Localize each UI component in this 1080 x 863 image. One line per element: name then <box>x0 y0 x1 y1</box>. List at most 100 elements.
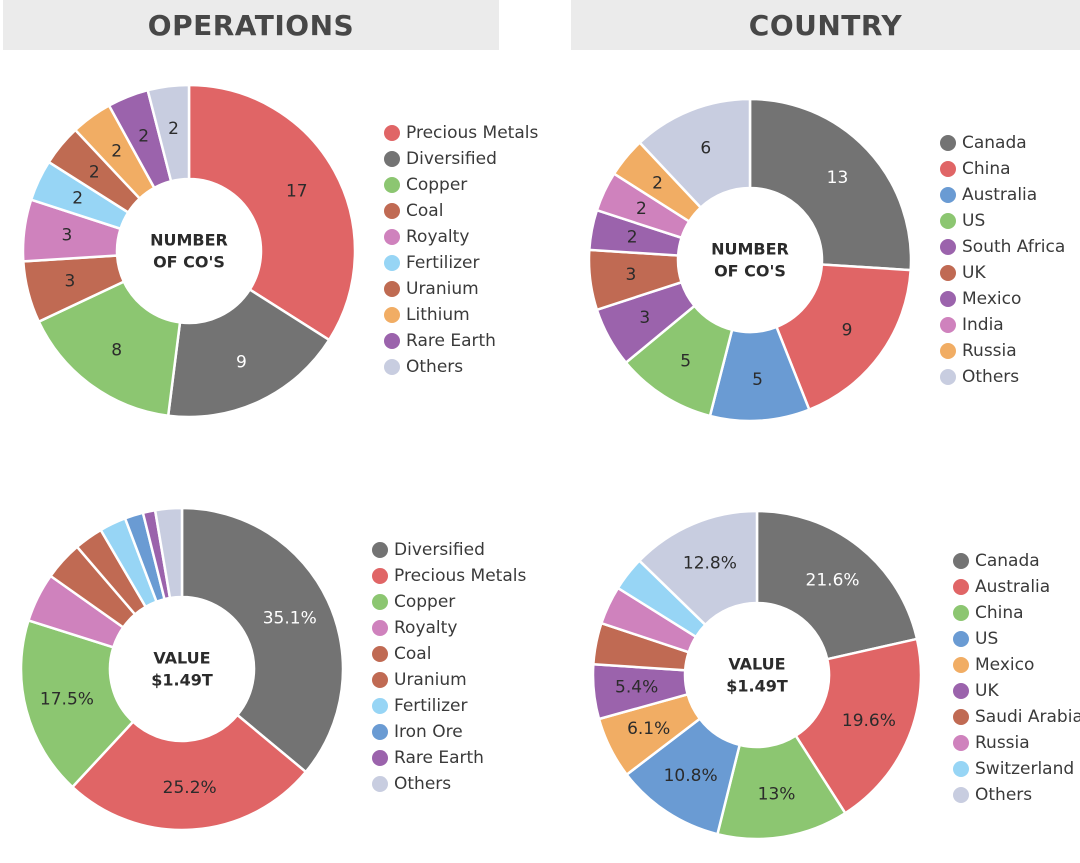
slice-label-australia: 5 <box>752 370 763 390</box>
donut-hole <box>685 603 829 747</box>
legend-item-china: China <box>953 600 1080 626</box>
legend-swatch <box>953 709 969 725</box>
legend-label: Canada <box>975 551 1040 571</box>
legend-item-fertilizer: Fertilizer <box>372 693 526 719</box>
country-value-donut: 21.6% 19.6% 13% 10.8% 6.1% 5.4% 12.8% VALUE $1.4… <box>591 509 923 841</box>
slice-label-lithium: 2 <box>111 141 122 161</box>
slice-label-mexico: 2 <box>627 228 638 248</box>
legend-swatch <box>940 161 956 177</box>
legend-label: Copper <box>406 175 468 195</box>
legend-swatch <box>940 187 956 203</box>
center-label-line-1: NUMBER <box>150 231 228 250</box>
legend-item-mexico: Mexico <box>940 286 1065 312</box>
legend-item-others: Others <box>953 782 1080 808</box>
slice-label-us: 10.8% <box>664 766 718 786</box>
slice-china <box>774 263 913 412</box>
legend-item-precious-metals: Precious Metals <box>372 563 526 589</box>
legend-swatch <box>953 553 969 569</box>
legend-swatch <box>372 776 388 792</box>
operations-value-donut: 35.1% 25.2% 17.5% VALUE $1.49T <box>19 506 345 832</box>
legend-swatch <box>940 265 956 281</box>
legend-label: Russia <box>975 733 1030 753</box>
legend-swatch <box>384 151 400 167</box>
slice-label-copper: 17.5% <box>40 689 94 709</box>
legend-item-rare-earth: Rare Earth <box>372 745 526 771</box>
legend-swatch <box>940 213 956 229</box>
center-label-line-2: OF CO'S <box>153 253 225 272</box>
legend-item-diversified: Diversified <box>372 537 526 563</box>
legend-label: Copper <box>394 592 456 612</box>
legend-label: Australia <box>962 185 1038 205</box>
legend-item-diversified: Diversified <box>384 146 538 172</box>
legend-label: South Africa <box>962 237 1066 257</box>
legend-item-mexico: Mexico <box>953 652 1080 678</box>
slice-label-south-africa: 3 <box>639 308 650 328</box>
slice-diversified <box>166 287 331 419</box>
legend-swatch <box>384 333 400 349</box>
operations-value-legend: Diversified Precious Metals Copper Royalty C… <box>372 537 526 797</box>
slice-canada <box>748 97 913 272</box>
legend-label: Royalty <box>406 227 470 247</box>
slice-label-uk: 3 <box>626 265 637 285</box>
legend-swatch <box>940 317 956 333</box>
legend-item-uranium: Uranium <box>384 276 538 302</box>
slice-label-china: 9 <box>842 321 853 341</box>
slice-label-india: 2 <box>636 199 647 219</box>
legend-item-russia: Russia <box>953 730 1080 756</box>
legend-label: Others <box>406 357 464 377</box>
legend-swatch <box>940 369 956 385</box>
legend-label: Iron Ore <box>394 722 463 742</box>
legend-label: Uranium <box>394 670 467 690</box>
legend-label: China <box>975 603 1024 623</box>
legend-swatch <box>372 594 388 610</box>
legend-swatch <box>940 343 956 359</box>
legend-item-australia: Australia <box>953 574 1080 600</box>
slice-label-coal: 3 <box>64 272 75 292</box>
country-value-legend: Canada Australia China US Mexico UK Saudi Arab… <box>953 548 1080 808</box>
legend-item-precious-metals: Precious Metals <box>384 120 538 146</box>
legend-label: US <box>975 629 999 649</box>
slice-label-precious-metals: 17 <box>286 182 308 202</box>
legend-swatch <box>953 579 969 595</box>
legend-swatch <box>384 281 400 297</box>
legend-label: Lithium <box>406 305 470 325</box>
slice-label-others: 6 <box>700 138 711 158</box>
legend-swatch <box>940 291 956 307</box>
legend-swatch <box>384 177 400 193</box>
legend-item-india: India <box>940 312 1065 338</box>
legend-label: Fertilizer <box>394 696 468 716</box>
legend-label: Mexico <box>975 655 1035 675</box>
legend-item-royalty: Royalty <box>384 224 538 250</box>
legend-swatch <box>372 698 388 714</box>
slice-label-russia: 2 <box>652 174 663 194</box>
legend-item-canada: Canada <box>940 130 1065 156</box>
country-header: COUNTRY <box>571 0 1080 50</box>
operations-count-legend: Precious Metals Diversified Copper Coal Roya… <box>384 120 538 380</box>
legend-swatch <box>940 135 956 151</box>
legend-swatch <box>384 203 400 219</box>
legend-item-fertilizer: Fertilizer <box>384 250 538 276</box>
legend-label: UK <box>975 681 999 701</box>
slice-label-royalty: 3 <box>62 226 73 246</box>
legend-swatch <box>953 787 969 803</box>
center-label-line-1: VALUE <box>153 649 210 668</box>
legend-label: China <box>962 159 1011 179</box>
country-count-legend: Canada China Australia US South Africa UK Mexi… <box>940 130 1065 390</box>
legend-swatch <box>372 724 388 740</box>
legend-label: Coal <box>394 644 432 664</box>
legend-item-others: Others <box>940 364 1065 390</box>
operations-header: OPERATIONS <box>3 0 499 50</box>
legend-item-lithium: Lithium <box>384 302 538 328</box>
slice-label-diversified: 9 <box>236 352 247 372</box>
legend-item-coal: Coal <box>384 198 538 224</box>
slice-label-us: 5 <box>680 351 691 371</box>
legend-swatch <box>372 620 388 636</box>
legend-item-coal: Coal <box>372 641 526 667</box>
legend-label: Fertilizer <box>406 253 480 273</box>
slice-label-diversified: 35.1% <box>263 608 317 628</box>
legend-label: Precious Metals <box>394 566 527 586</box>
legend-swatch <box>384 307 400 323</box>
legend-label: Rare Earth <box>394 748 484 768</box>
slice-label-fertilizer: 2 <box>72 189 83 209</box>
